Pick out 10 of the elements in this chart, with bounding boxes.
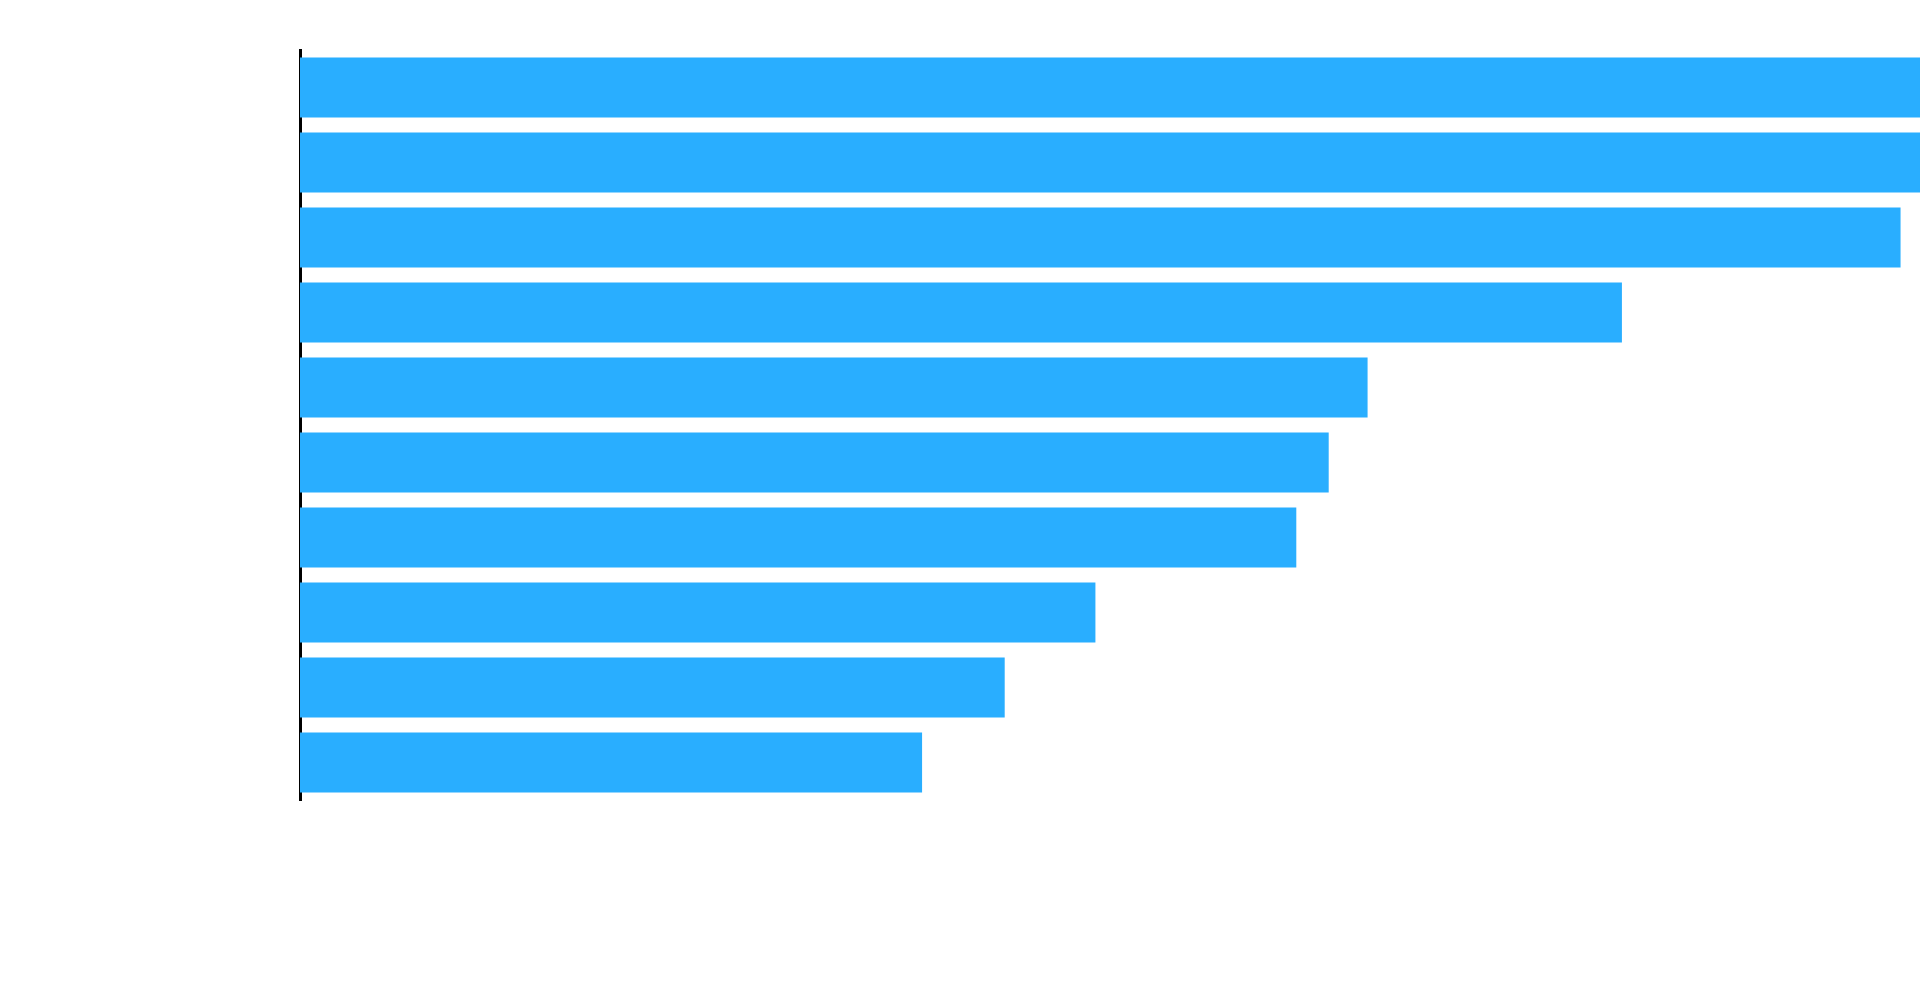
bar [300,282,1622,343]
bar [300,657,1005,718]
bar [300,132,1920,193]
bar [300,57,1920,118]
bar [300,582,1096,643]
bar [300,507,1297,568]
bar [300,732,923,793]
bar [300,207,1901,268]
bar [300,432,1329,493]
bar [300,357,1368,418]
